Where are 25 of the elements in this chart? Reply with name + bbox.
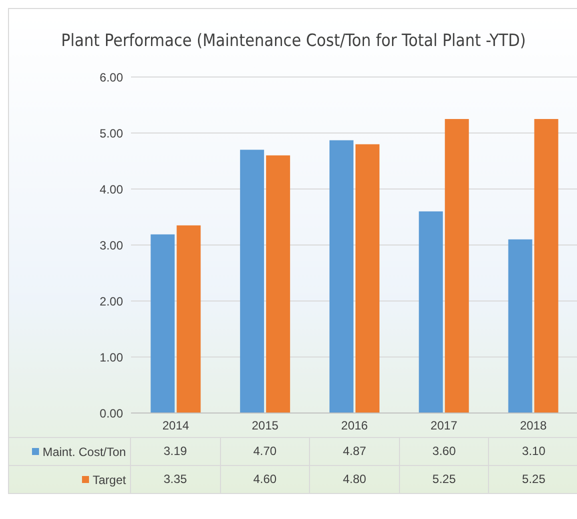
data-label: 3.19 bbox=[130, 438, 220, 465]
data-label: 4.87 bbox=[309, 438, 399, 465]
data-label: 5.25 bbox=[488, 466, 577, 493]
x-tick-label: 2016 bbox=[341, 418, 368, 433]
x-tick-label: 2015 bbox=[252, 418, 279, 433]
x-tick-label: 2014 bbox=[162, 418, 190, 433]
x-tick-label: 2017 bbox=[430, 418, 458, 433]
x-tick-label: 2018 bbox=[520, 418, 547, 433]
y-tick-label: 5.00 bbox=[100, 126, 124, 140]
data-label: 3.60 bbox=[398, 438, 488, 465]
y-tick-label: 6.00 bbox=[100, 70, 124, 84]
data-label: 4.60 bbox=[220, 466, 310, 493]
data-label: 3.10 bbox=[488, 438, 577, 465]
data-label: 4.70 bbox=[220, 438, 310, 465]
legend-label: Target bbox=[92, 472, 126, 486]
data-label: 5.25 bbox=[398, 466, 488, 493]
y-tick-label: 3.00 bbox=[100, 238, 124, 252]
chart-title: Plant Performace (Maintenance Cost/Ton for Total Plant -YTD) bbox=[60, 30, 527, 53]
y-tick-label: 4.00 bbox=[100, 182, 124, 196]
data-label: 4.80 bbox=[309, 466, 399, 493]
data-label: 3.35 bbox=[130, 466, 220, 493]
legend-label: Maint. Cost/Ton bbox=[42, 444, 126, 458]
y-tick-label: 0.00 bbox=[100, 406, 124, 420]
y-tick-label: 1.00 bbox=[100, 350, 124, 364]
y-tick-label: 2.00 bbox=[100, 294, 124, 308]
